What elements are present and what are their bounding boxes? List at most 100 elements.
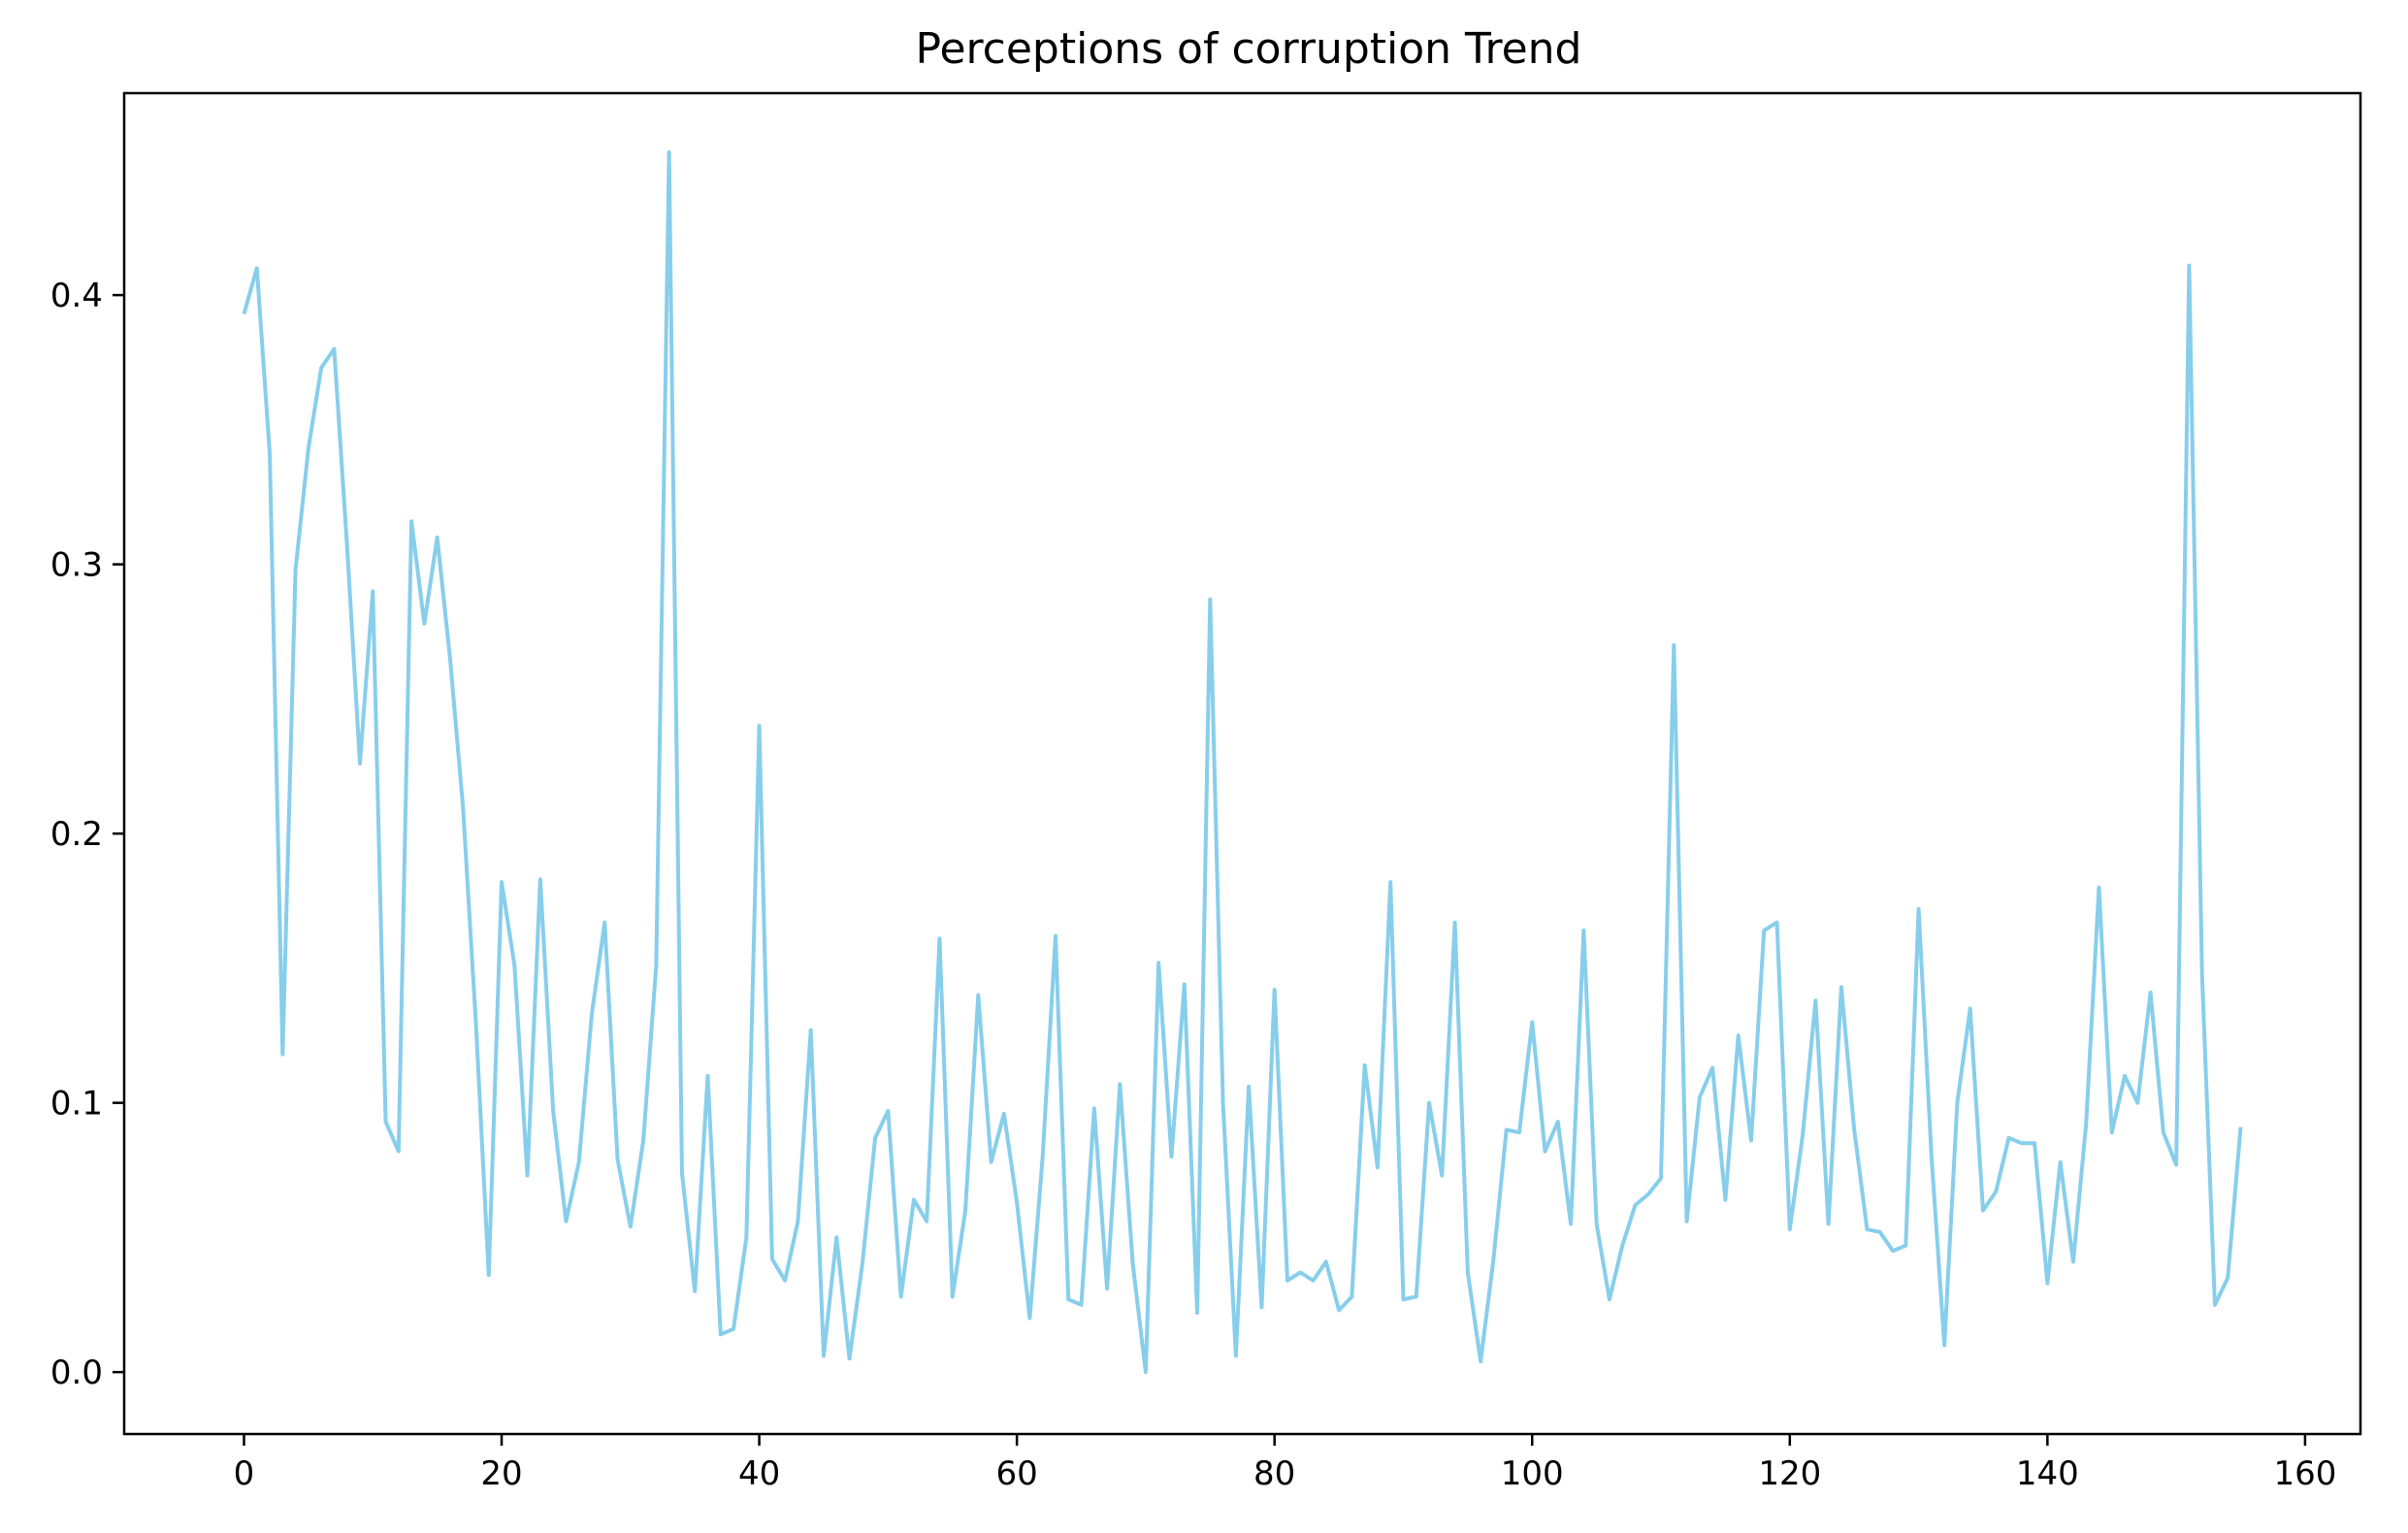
data-point — [1659, 1176, 1663, 1180]
data-point — [1312, 1279, 1316, 1283]
data-point — [1633, 1203, 1637, 1207]
data-point — [1981, 1209, 1985, 1213]
data-point — [963, 1209, 967, 1213]
data-point — [551, 1109, 555, 1113]
x-tick-label: 40 — [738, 1454, 780, 1493]
data-point — [1259, 1306, 1263, 1310]
data-point — [1479, 1359, 1482, 1363]
data-point — [951, 1294, 955, 1298]
data-point — [602, 921, 606, 925]
data-point — [242, 312, 245, 316]
data-point — [1105, 1287, 1109, 1290]
data-point — [1581, 929, 1585, 932]
data-point — [1080, 1303, 1084, 1307]
data-point — [1685, 1220, 1689, 1223]
data-point — [629, 1224, 633, 1228]
data-point — [1376, 1165, 1380, 1169]
data-point — [1491, 1257, 1495, 1261]
data-point — [1955, 1101, 1959, 1105]
data-point — [1544, 1150, 1547, 1154]
x-tick-label: 140 — [2016, 1454, 2079, 1493]
data-point — [538, 877, 542, 881]
data-point — [1041, 1155, 1045, 1158]
data-point — [307, 446, 310, 450]
data-point — [1208, 598, 1212, 602]
x-axis: 0 20 40 60 80 100 120 140 160 — [234, 1434, 2336, 1493]
data-point — [2059, 1160, 2063, 1164]
data-point — [1401, 1297, 1405, 1301]
data-point — [2020, 1141, 2024, 1145]
data-point — [1002, 1112, 1006, 1116]
data-point — [796, 1220, 799, 1223]
data-point — [1273, 988, 1277, 992]
data-point — [1672, 643, 1676, 647]
data-point — [332, 347, 336, 351]
data-point — [937, 936, 941, 940]
data-point — [1183, 983, 1187, 987]
data-point — [1994, 1190, 1998, 1193]
data-point — [1942, 1343, 1946, 1347]
data-point — [1569, 1223, 1573, 1226]
x-tick-label: 0 — [234, 1454, 255, 1493]
data-point — [1620, 1244, 1624, 1248]
data-point — [848, 1356, 852, 1360]
data-point — [2097, 886, 2100, 890]
data-point — [1156, 961, 1160, 964]
data-point — [1646, 1192, 1650, 1196]
data-point — [1517, 1130, 1521, 1134]
data-point — [2045, 1282, 2049, 1286]
data-point — [448, 657, 452, 661]
x-tick-label: 60 — [996, 1454, 1038, 1493]
data-point — [1298, 1270, 1302, 1274]
data-point — [912, 1198, 916, 1202]
data-point — [1749, 1139, 1753, 1143]
data-point — [1788, 1227, 1792, 1231]
chart-title: Perceptions of corruption Trend — [916, 24, 1582, 74]
data-point — [564, 1220, 568, 1223]
data-point — [1917, 907, 1921, 911]
data-point — [1415, 1294, 1418, 1298]
data-point — [461, 804, 465, 808]
data-point — [2200, 971, 2204, 975]
data-point — [1878, 1230, 1882, 1234]
x-tick-label: 160 — [2273, 1454, 2336, 1493]
data-point — [1505, 1127, 1509, 1131]
data-point — [345, 543, 349, 547]
data-point — [1608, 1297, 1611, 1301]
data-point — [1195, 1311, 1199, 1315]
data-point — [1775, 921, 1779, 925]
data-point — [705, 1074, 709, 1078]
data-point — [1737, 1033, 1741, 1037]
data-point — [783, 1279, 787, 1283]
data-point — [1839, 985, 1843, 989]
data-point — [1169, 1155, 1173, 1158]
data-point — [925, 1220, 928, 1223]
data-point — [2149, 991, 2153, 995]
data-point — [294, 568, 298, 571]
data-point — [487, 1273, 491, 1277]
data-point — [2033, 1141, 2036, 1145]
data-point — [1969, 1007, 1972, 1011]
data-point — [1466, 1270, 1470, 1274]
data-point — [577, 1160, 581, 1164]
data-point — [1337, 1308, 1341, 1312]
x-tick-label: 120 — [1758, 1454, 1821, 1493]
y-tick-label: 0.4 — [50, 277, 103, 315]
data-point — [1813, 998, 1817, 1002]
data-point — [2084, 1123, 2088, 1126]
data-point — [1891, 1249, 1895, 1253]
data-point — [1015, 1200, 1019, 1204]
data-point — [371, 589, 374, 593]
data-point — [1698, 1095, 1702, 1099]
data-point — [1595, 1223, 1599, 1226]
data-point — [2226, 1276, 2229, 1280]
data-point — [2007, 1136, 2011, 1140]
data-point — [280, 1053, 284, 1057]
data-point — [1285, 1279, 1289, 1283]
data-point — [473, 1020, 477, 1024]
data-point — [654, 963, 658, 967]
data-point — [693, 1289, 697, 1293]
data-point — [990, 1160, 993, 1164]
data-point — [680, 1171, 684, 1175]
